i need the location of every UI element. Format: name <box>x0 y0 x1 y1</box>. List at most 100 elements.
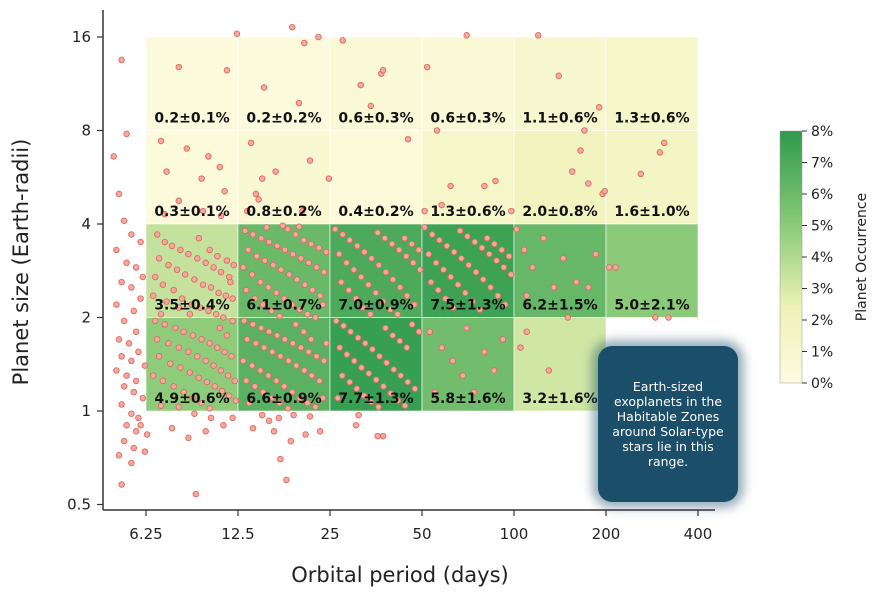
cell-value-label: 0.2±0.1% <box>154 111 229 127</box>
planet-point <box>479 276 487 283</box>
planet-point <box>137 421 144 429</box>
planet-point <box>402 252 410 260</box>
planet-point <box>560 255 567 262</box>
planet-point <box>491 240 498 248</box>
planet-point <box>389 332 396 339</box>
planet-point <box>199 207 207 215</box>
colorbar-ticks: 0% 1% 2% 3% 4% 5% 6% 7% 8% <box>802 124 833 392</box>
planet-point <box>130 444 138 452</box>
planet-point <box>280 383 288 390</box>
planet-point <box>258 234 265 242</box>
planet-point <box>128 357 135 365</box>
planet-point <box>258 175 266 182</box>
planet-point <box>155 353 163 360</box>
planet-point <box>471 238 479 246</box>
planet-point <box>252 190 260 198</box>
planet-point <box>118 278 125 286</box>
planet-point <box>243 207 251 215</box>
planet-point <box>499 336 507 343</box>
planet-point <box>272 168 279 175</box>
planet-point <box>637 170 645 178</box>
planet-point <box>312 314 319 321</box>
planet-point <box>592 250 599 258</box>
planet-point <box>289 340 297 347</box>
colorbar-gradient <box>779 130 803 384</box>
planet-point <box>195 234 203 242</box>
planet-point <box>434 286 442 294</box>
planet-point <box>431 388 438 396</box>
planet-point <box>380 383 387 390</box>
colorbar-tick-label: 2% <box>811 313 833 329</box>
planet-point <box>534 32 542 39</box>
planet-point <box>601 187 608 195</box>
planet-point <box>220 421 227 429</box>
planet-point <box>110 153 117 160</box>
planet-point <box>251 295 259 302</box>
planet-point <box>288 388 296 396</box>
planet-point <box>137 295 144 302</box>
planet-point <box>374 432 381 440</box>
colorbar-tick-label: 5% <box>811 219 833 235</box>
cell-value-label: 0.4±0.2% <box>338 204 413 220</box>
planet-point <box>293 276 301 283</box>
planet-point <box>284 405 292 412</box>
planet-point <box>247 139 255 147</box>
planet-point <box>177 246 184 254</box>
cell-value-label: 3.5±0.4% <box>154 298 229 314</box>
planet-point <box>263 224 270 231</box>
x-tick-label: 200 <box>592 525 621 543</box>
cell-value-label: 4.9±0.6% <box>154 391 229 407</box>
planet-point <box>425 250 432 258</box>
planet-point <box>258 411 266 419</box>
planet-point <box>322 340 330 347</box>
planet-point <box>606 264 613 271</box>
planet-point <box>132 328 140 335</box>
planet-point <box>128 410 135 417</box>
planet-point <box>186 310 194 318</box>
planet-point <box>172 324 179 332</box>
heatmap-cell <box>329 36 423 131</box>
planet-point <box>273 289 280 297</box>
planet-point <box>367 398 375 406</box>
planet-point <box>501 301 509 308</box>
planet-point <box>469 298 476 305</box>
planet-point <box>481 348 488 356</box>
planet-point <box>319 394 327 402</box>
planet-point <box>396 337 404 345</box>
heatmap-cell <box>513 223 607 318</box>
planet-point <box>202 357 209 365</box>
cell-value-label: 5.8±1.6% <box>430 391 505 407</box>
planet-point <box>196 304 204 311</box>
planet-point <box>301 39 308 47</box>
planet-point <box>173 266 181 273</box>
colorbar-tick-label: 1% <box>811 345 833 361</box>
planet-point <box>306 413 314 420</box>
planet-point <box>505 252 513 260</box>
x-tick-label: 6.25 <box>129 525 162 543</box>
planet-point <box>214 344 221 351</box>
planet-point <box>319 301 327 308</box>
heatmap-cell <box>237 36 331 131</box>
planet-point <box>350 266 358 273</box>
planet-point <box>120 217 128 224</box>
planet-point <box>464 233 471 240</box>
planet-point <box>261 257 269 264</box>
planet-point <box>212 310 220 318</box>
annotation-text: Earth-sized exoplanets in the Habitable … <box>612 379 724 469</box>
heatmap-cell <box>237 130 331 225</box>
planet-point <box>365 281 372 288</box>
planet-point <box>265 284 272 291</box>
planet-point <box>568 168 576 175</box>
planet-point <box>232 397 240 404</box>
planet-point <box>132 428 140 435</box>
planet-point <box>275 414 283 422</box>
planet-point <box>229 317 236 325</box>
planet-point <box>462 289 469 297</box>
planet-point <box>415 328 423 335</box>
planet-point <box>320 268 328 276</box>
planet-point <box>427 278 435 286</box>
planet-point <box>141 448 149 455</box>
planet-point <box>350 357 358 365</box>
cell-value-label: 6.2±1.5% <box>522 298 597 314</box>
planet-point <box>361 248 368 256</box>
